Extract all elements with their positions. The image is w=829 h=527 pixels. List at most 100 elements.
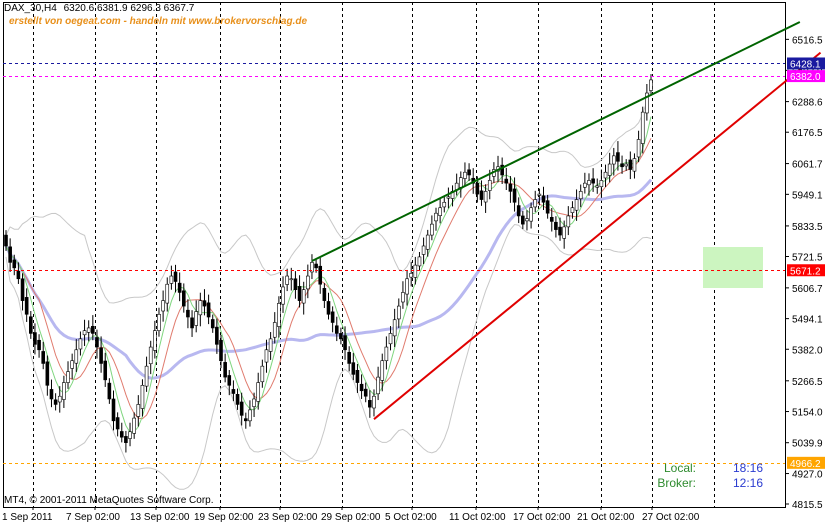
candle-body <box>132 417 136 434</box>
candle-body <box>545 200 550 214</box>
x-tick-label: 17 Oct 02:00 <box>513 512 571 523</box>
price-marker-badge <box>787 456 825 469</box>
candle-body <box>363 388 368 397</box>
candle-body <box>181 290 186 307</box>
candle-body <box>359 383 364 392</box>
candle-body <box>148 346 153 365</box>
candle-body <box>62 382 66 400</box>
candle-body <box>500 164 504 176</box>
candle-body <box>78 338 83 350</box>
candle-body <box>351 362 356 375</box>
candle-body <box>537 193 542 196</box>
candle-body <box>549 217 554 222</box>
price-marker-badge <box>787 264 825 277</box>
candle-body <box>595 185 600 188</box>
candle-body <box>53 399 58 405</box>
candle-body <box>620 163 624 168</box>
candle-body <box>566 215 571 228</box>
candle-body <box>169 275 174 284</box>
candle-body <box>37 339 41 351</box>
candle-body <box>124 436 128 443</box>
candle-body <box>405 278 409 295</box>
candle-body <box>161 300 165 312</box>
symbol-label: DAX_30,H4 <box>4 3 57 14</box>
candle-body <box>562 226 566 239</box>
candle-body <box>628 159 633 170</box>
y-tick-label: 5154.0 <box>792 408 823 419</box>
candle-body <box>57 395 62 403</box>
candle-body <box>165 283 170 304</box>
y-tick-label: 4927.0 <box>792 470 823 481</box>
candle-body <box>640 111 645 144</box>
candle-body <box>289 278 294 281</box>
x-tick-label: 7 Sep 02:00 <box>66 512 120 523</box>
candle-body <box>153 330 157 351</box>
local-time-value: 18:16 <box>733 461 764 475</box>
candle-body <box>463 171 467 179</box>
x-tick-label: 1 Sep 2011 <box>2 512 53 523</box>
candle-body <box>624 163 628 167</box>
candle-body <box>417 256 422 267</box>
candle-body <box>16 270 21 280</box>
candle-body <box>301 289 306 304</box>
y-tick-label: 6516.5 <box>792 35 823 46</box>
candle-body <box>355 369 360 383</box>
candle-body <box>330 311 335 323</box>
candle-body <box>570 207 575 213</box>
y-tick-label: 5833.5 <box>792 222 823 233</box>
candle-body <box>49 389 54 400</box>
candle-body <box>587 180 591 186</box>
candle-body <box>215 326 219 345</box>
candle-body <box>318 265 323 285</box>
candle-body <box>256 382 261 402</box>
candle-body <box>467 169 471 176</box>
candle-body <box>231 389 236 394</box>
candle-body <box>107 382 112 400</box>
candle-body <box>20 278 25 301</box>
candle-body <box>636 139 641 158</box>
ohlc-values: 6320.6 6381.9 6296.3 6367.7 <box>63 3 195 14</box>
candle-body <box>119 431 124 438</box>
candle-body <box>392 319 397 337</box>
x-tick-label: 5 Oct 02:00 <box>385 512 437 523</box>
candle-body <box>24 297 29 315</box>
candle-body <box>529 207 533 222</box>
x-tick-label: 27 Oct 02:00 <box>642 512 700 523</box>
candle-body <box>413 264 418 278</box>
candle-body <box>645 92 649 114</box>
candle-body <box>521 215 525 225</box>
candle-body <box>384 346 389 362</box>
chart-header: DAX_30,H4 6320.6 6381.9 6296.3 6367.7 <box>4 3 198 14</box>
candle-body <box>438 207 442 216</box>
x-tick-label: 29 Sep 02:00 <box>321 512 381 523</box>
candle-body <box>293 278 298 291</box>
candle-body <box>401 292 405 303</box>
candle-body <box>388 333 393 345</box>
local-time-label: Local: <box>663 461 696 475</box>
candle-body <box>611 155 616 165</box>
candle-body <box>558 226 562 236</box>
candle-body <box>297 286 302 301</box>
candle-body <box>66 371 70 383</box>
candle-body <box>533 199 538 208</box>
candle-body <box>512 188 517 203</box>
y-tick-label: 5721.5 <box>792 253 823 264</box>
moving-average-mid <box>5 138 652 420</box>
candle-body <box>314 263 318 269</box>
candle-body <box>128 431 132 439</box>
candle-body <box>372 395 376 409</box>
candle-body <box>82 330 87 336</box>
candle-body <box>508 183 513 192</box>
candle-body <box>574 199 579 211</box>
candle-body <box>140 385 145 409</box>
price-marker-label: 4966.2 <box>790 459 821 470</box>
plot-frame <box>3 2 786 508</box>
candle-body <box>86 327 91 333</box>
y-tick-label: 5606.7 <box>792 284 823 295</box>
candle-body <box>8 246 12 263</box>
x-tick-label: 21 Oct 02:00 <box>577 512 635 523</box>
candle-body <box>525 218 529 222</box>
candle-body <box>244 418 248 422</box>
price-marker-label: 5671.2 <box>790 266 821 277</box>
